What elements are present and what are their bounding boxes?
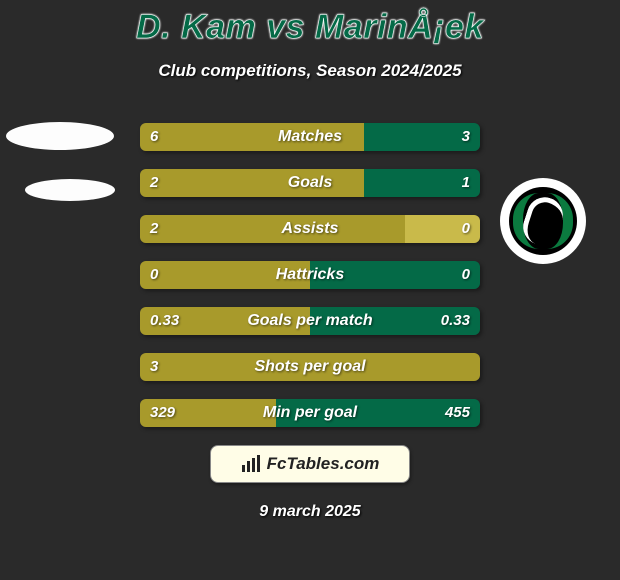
- stat-value-left: 329: [140, 399, 185, 427]
- crest-ellipse: [6, 122, 114, 150]
- crest-inner: [509, 187, 577, 255]
- stat-label: Shots per goal: [140, 353, 480, 381]
- stat-label: Assists: [140, 215, 480, 243]
- stat-value-right: 3: [452, 123, 480, 151]
- stat-row: Shots per goal3: [140, 353, 480, 381]
- stat-label: Goals per match: [140, 307, 480, 335]
- stat-value-right: 0: [452, 261, 480, 289]
- stat-value-left: 0.33: [140, 307, 189, 335]
- stat-value-left: 0: [140, 261, 168, 289]
- brand-bars-icon: [241, 455, 263, 473]
- stat-value-right: 1: [452, 169, 480, 197]
- stat-row: Matches6 3: [140, 123, 480, 151]
- stat-value-right: 0.33: [431, 307, 480, 335]
- stat-row: Min per goal329 455: [140, 399, 480, 427]
- stat-label: Goals: [140, 169, 480, 197]
- stat-row: Goals per match0.33 0.33: [140, 307, 480, 335]
- stat-value-left: 2: [140, 169, 168, 197]
- stat-value-right: 455: [435, 399, 480, 427]
- page-subtitle: Club competitions, Season 2024/2025: [0, 61, 620, 81]
- date-text: 9 march 2025: [0, 503, 620, 521]
- brand-text: FcTables.com: [267, 454, 380, 474]
- crest-ellipse: [25, 179, 115, 201]
- stat-row: Hattricks0 0: [140, 261, 480, 289]
- comparison-rows: Matches63Goals21Assists20Hattricks00Goal…: [140, 123, 480, 427]
- stat-row: Goals2 1: [140, 169, 480, 197]
- brand-frame: FcTables.com: [210, 445, 410, 483]
- stat-value-right: 0: [452, 215, 480, 243]
- stat-value-left: 6: [140, 123, 168, 151]
- stat-value-left: 2: [140, 215, 168, 243]
- right-crest: [500, 178, 586, 264]
- page-title: D. Kam vs MarinÅ¡ek: [0, 0, 620, 47]
- stat-row: Assists2 0: [140, 215, 480, 243]
- stat-label: Matches: [140, 123, 480, 151]
- stat-label: Hattricks: [140, 261, 480, 289]
- stat-value-right: [460, 353, 480, 381]
- stat-value-left: 3: [140, 353, 168, 381]
- stat-label: Min per goal: [140, 399, 480, 427]
- brand-logo: FcTables.com: [241, 454, 380, 474]
